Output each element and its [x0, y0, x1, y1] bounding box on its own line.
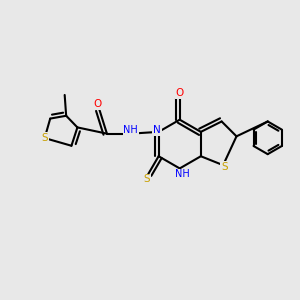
Text: NH: NH: [123, 125, 138, 135]
Text: S: S: [41, 133, 48, 143]
Text: N: N: [153, 125, 161, 135]
Text: S: S: [221, 162, 228, 172]
Text: S: S: [143, 174, 150, 184]
Text: O: O: [94, 99, 102, 109]
Text: O: O: [176, 88, 184, 98]
Text: NH: NH: [175, 169, 190, 179]
